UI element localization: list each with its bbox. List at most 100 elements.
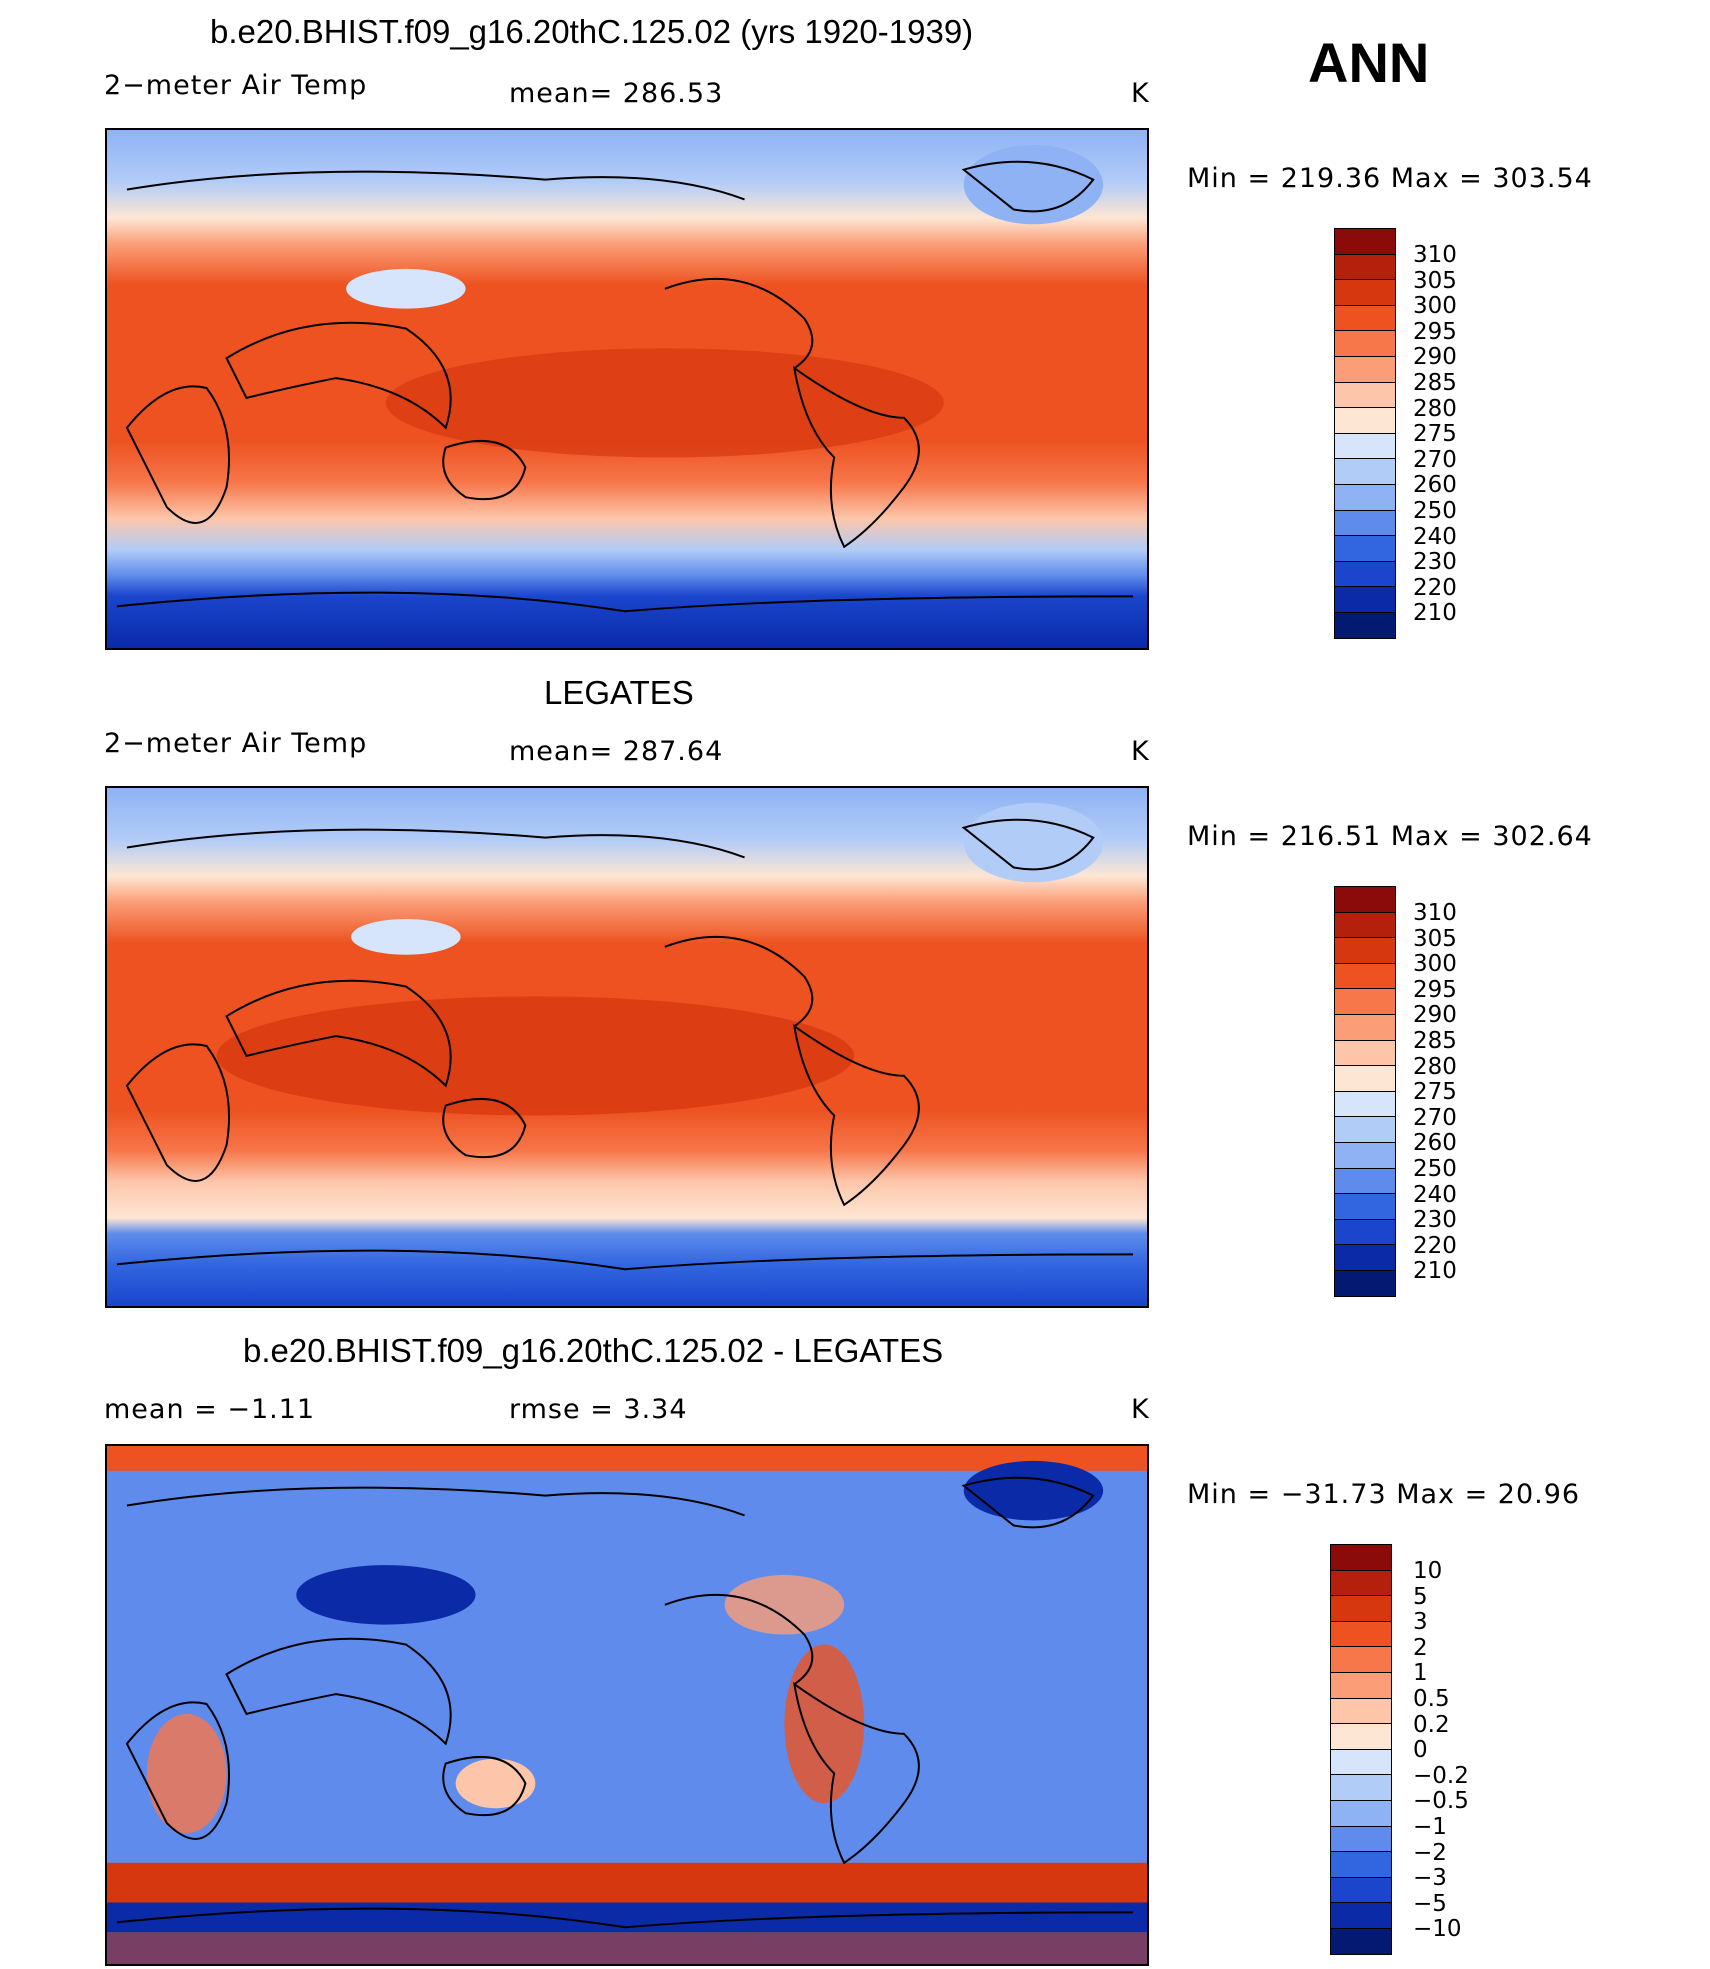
colorbar-tick-label: −2: [1413, 1839, 1447, 1866]
colorbar-tick-label: 210: [1413, 1258, 1457, 1285]
colorbar-tick-label: 210: [1413, 600, 1457, 627]
colorbar-swatch: [1334, 355, 1396, 383]
colorbar-tick-label: 260: [1413, 1130, 1457, 1157]
colorbar-swatch: [1334, 1167, 1396, 1195]
colorbar-swatch: [1330, 1748, 1392, 1776]
colorbar-swatch: [1330, 1671, 1392, 1699]
panel-2-colorbar-ticks: 310 305 300 295 290 285 280 275 270 260 250 240 230 2…: [1413, 900, 1457, 1285]
panel-3-colorbar: [1330, 1544, 1392, 1955]
colorbar-swatch: [1334, 458, 1396, 485]
panel-1-title: b.e20.BHIST.f09_g16.20thC.125.02 (yrs 19…: [210, 13, 974, 50]
colorbar-swatch: [1334, 330, 1396, 357]
panel-1-minmax: Min = 219.36 Max = 303.54: [1187, 163, 1593, 194]
colorbar-swatch: [1330, 1902, 1392, 1929]
panel-2-map: [105, 786, 1149, 1308]
panel-3-rmse: rmse = 3.34: [509, 1394, 688, 1425]
colorbar-tick-label: 295: [1413, 976, 1457, 1003]
colorbar-tick-label: 1: [1413, 1660, 1428, 1687]
colorbar-swatch: [1334, 279, 1396, 306]
panel-2-mean: mean= 287.64: [509, 736, 724, 767]
colorbar-tick-label: 300: [1413, 951, 1457, 978]
panel-1-variable-label: 2−meter Air Temp: [104, 70, 368, 101]
colorbar-tick-label: 295: [1413, 318, 1457, 345]
colorbar-tick-label: 275: [1413, 1079, 1457, 1106]
colorbar-tick-label: 0.2: [1413, 1711, 1450, 1738]
colorbar-tick-label: 305: [1413, 267, 1457, 294]
colorbar-swatch: [1330, 1927, 1392, 1955]
colorbar-tick-label: 230: [1413, 1207, 1457, 1234]
panel-1-map: [105, 128, 1149, 650]
colorbar-tick-label: 220: [1413, 1232, 1457, 1259]
colorbar-tick-label: 280: [1413, 1053, 1457, 1080]
colorbar-swatch: [1334, 937, 1396, 964]
colorbar-swatch: [1334, 253, 1396, 281]
colorbar-swatch: [1334, 1090, 1396, 1118]
season-label: ANN: [1308, 31, 1430, 94]
panel-3-mean: mean = −1.11: [104, 1394, 316, 1425]
colorbar-swatch: [1330, 1825, 1392, 1853]
colorbar-swatch: [1330, 1774, 1392, 1801]
colorbar-swatch: [1334, 509, 1396, 537]
colorbar-tick-label: 0: [1413, 1737, 1428, 1764]
colorbar-swatch: [1334, 560, 1396, 588]
colorbar-tick-label: 310: [1413, 242, 1457, 268]
panel-1-colorbar: [1334, 228, 1396, 639]
colorbar-tick-label: 260: [1413, 472, 1457, 499]
colorbar-swatch: [1334, 228, 1396, 255]
colorbar-swatch: [1334, 1116, 1396, 1143]
colorbar-swatch: [1334, 432, 1396, 460]
colorbar-swatch: [1330, 1799, 1392, 1827]
panel-1-colorbar-ticks: 310 305 300 295 290 285 280 275 270 260 250 240 230 2…: [1413, 242, 1457, 627]
colorbar-tick-label: 230: [1413, 549, 1457, 576]
colorbar-tick-label: −1: [1413, 1813, 1447, 1840]
colorbar-tick-label: 285: [1413, 369, 1457, 396]
panel-2-colorbar: [1334, 886, 1396, 1297]
panel-1-mean: mean= 286.53: [509, 78, 724, 109]
colorbar-swatch: [1330, 1620, 1392, 1648]
colorbar-tick-label: 290: [1413, 344, 1457, 371]
colorbar-swatch: [1334, 535, 1396, 562]
colorbar-swatch: [1330, 1723, 1392, 1750]
colorbar-tick-label: 10: [1413, 1558, 1443, 1584]
colorbar-swatch: [1330, 1569, 1392, 1597]
colorbar-swatch: [1334, 886, 1396, 913]
colorbar-swatch: [1334, 1013, 1396, 1041]
colorbar-tick-label: 250: [1413, 1155, 1457, 1182]
colorbar-tick-label: 220: [1413, 574, 1457, 601]
colorbar-swatch: [1334, 483, 1396, 511]
colorbar-swatch: [1334, 381, 1396, 409]
colorbar-tick-label: 270: [1413, 446, 1457, 473]
colorbar-tick-label: 3: [1413, 1609, 1428, 1636]
colorbar-swatch: [1334, 1065, 1396, 1092]
panel-2-units: K: [1131, 736, 1150, 767]
colorbar-tick-label: −10: [1413, 1916, 1462, 1943]
colorbar-swatch: [1334, 586, 1396, 613]
panel-3-colorbar-ticks: 10 5 3 2 1 0.5 0.2 0 −0.2 −0.5 −1 −2 −3 −5 −10: [1413, 1558, 1469, 1943]
panel-2-minmax: Min = 216.51 Max = 302.64: [1187, 821, 1593, 852]
colorbar-swatch: [1330, 1646, 1392, 1673]
panel-3-units: K: [1131, 1394, 1150, 1425]
colorbar-tick-label: 280: [1413, 395, 1457, 422]
colorbar-tick-label: 310: [1413, 900, 1457, 926]
colorbar-swatch: [1330, 1697, 1392, 1725]
colorbar-swatch: [1330, 1876, 1392, 1904]
colorbar-swatch: [1334, 911, 1396, 939]
colorbar-swatch: [1334, 1269, 1396, 1297]
colorbar-swatch: [1334, 962, 1396, 990]
colorbar-swatch: [1334, 1244, 1396, 1271]
colorbar-swatch: [1334, 1039, 1396, 1067]
colorbar-swatch: [1334, 1141, 1396, 1169]
colorbar-tick-label: 275: [1413, 421, 1457, 448]
colorbar-tick-label: 305: [1413, 925, 1457, 952]
panel-3-map: [105, 1444, 1149, 1966]
colorbar-tick-label: −3: [1413, 1865, 1447, 1892]
colorbar-tick-label: −5: [1413, 1890, 1447, 1917]
colorbar-tick-label: 2: [1413, 1634, 1428, 1661]
colorbar-tick-label: 250: [1413, 497, 1457, 524]
colorbar-tick-label: 290: [1413, 1002, 1457, 1029]
colorbar-swatch: [1330, 1544, 1392, 1571]
panel-3-title: b.e20.BHIST.f09_g16.20thC.125.02 - LEGAT…: [243, 1332, 944, 1369]
colorbar-tick-label: 270: [1413, 1104, 1457, 1131]
colorbar-swatch: [1334, 1218, 1396, 1246]
colorbar-swatch: [1330, 1595, 1392, 1622]
